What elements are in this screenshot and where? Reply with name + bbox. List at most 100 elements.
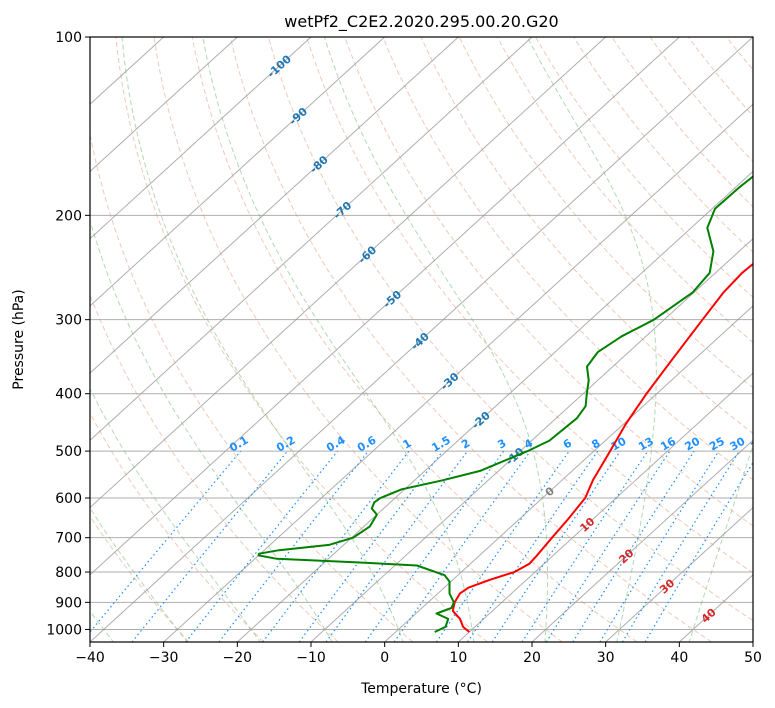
y-tick-label: 100 xyxy=(55,30,82,46)
mixing-ratio-line xyxy=(262,450,410,642)
dry-adiabat xyxy=(687,37,753,117)
mixing-ratio-line xyxy=(621,450,740,642)
x-tick-label: 0 xyxy=(380,650,389,666)
plot-area: 0.1 0.2 0.4 0.6 1 1.5 2 3 4 6 8 10 13 16 20 25 30 36-100-… xyxy=(90,37,775,642)
mixing-ratio-line xyxy=(545,450,671,642)
mixing-ratio-line xyxy=(491,450,621,642)
dry-adiabat xyxy=(90,515,190,642)
mixing-ratio-label: 36 xyxy=(748,434,768,453)
dry-adiabat xyxy=(90,131,414,642)
isotherm-line xyxy=(752,641,753,642)
mixing-ratio-line xyxy=(131,450,289,642)
y-tick-label: 800 xyxy=(55,565,82,581)
x-tick-label: 50 xyxy=(744,650,762,666)
moist-adiabat xyxy=(90,507,188,642)
isotherm-line xyxy=(236,170,753,642)
mixing-ratio-label: 6 xyxy=(561,436,574,451)
chart-title: wetPf2_C2E2.2020.295.00.20.G20 xyxy=(284,12,558,32)
dry-adiabat xyxy=(496,37,753,344)
dry-adiabat xyxy=(90,293,339,642)
x-tick-label: −30 xyxy=(149,650,179,666)
isotherm-line xyxy=(90,37,607,509)
isotherm-line xyxy=(163,103,753,642)
isotherm-line xyxy=(90,37,680,576)
moist-adiabat xyxy=(526,37,657,642)
x-tick-label: 20 xyxy=(523,650,541,666)
mixing-ratio-line xyxy=(185,450,339,642)
isobars xyxy=(90,37,753,630)
mixing-ratio-line xyxy=(90,450,242,633)
y-axis: 100 200 300 400 500 600 700 800 900 1000 xyxy=(46,30,90,638)
dry-adiabat xyxy=(344,37,753,527)
isotherm-line xyxy=(457,372,753,642)
isotherm-line xyxy=(90,37,753,642)
dry-adiabat xyxy=(611,37,753,208)
dry-adiabat xyxy=(191,37,638,642)
mixing-ratio-line xyxy=(466,450,599,642)
dry-adiabat xyxy=(90,412,264,642)
x-axis: −40 −30 −20 −10 0 10 20 30 40 50 xyxy=(75,642,762,666)
moist-adiabat xyxy=(90,387,261,642)
isotherm-line xyxy=(90,37,238,173)
isotherm-line xyxy=(90,37,459,374)
moist-adiabat xyxy=(323,37,549,642)
plot-frame xyxy=(89,36,754,643)
dewpoint-line xyxy=(257,175,753,633)
dry-adiabat xyxy=(115,37,488,642)
dry-adiabat xyxy=(268,37,753,622)
dry-adiabat xyxy=(765,37,775,642)
mixing-ratio-line xyxy=(644,461,753,642)
temperature-line xyxy=(451,262,753,633)
isotherm-line xyxy=(531,439,753,642)
dry-adiabat xyxy=(306,37,753,574)
x-tick-label: −40 xyxy=(75,650,105,666)
dry-adiabat xyxy=(153,37,563,642)
y-tick-label: 200 xyxy=(55,208,82,224)
dry-adiabat xyxy=(726,37,753,71)
y-tick-label: 900 xyxy=(55,595,82,611)
x-tick-label: −10 xyxy=(296,650,326,666)
y-tick-label: 400 xyxy=(55,387,82,403)
dry-adiabat xyxy=(420,37,753,435)
moist-adiabat xyxy=(202,37,475,642)
y-tick-label: 700 xyxy=(55,531,82,547)
mixing-ratio-line xyxy=(435,450,570,642)
y-axis-label: Pressure (hPa) xyxy=(11,289,27,389)
x-tick-label: 30 xyxy=(597,650,615,666)
dry-adiabat xyxy=(382,37,753,481)
isotherm-line xyxy=(90,37,312,240)
isotherm-line xyxy=(310,237,753,642)
isotherms xyxy=(90,37,753,642)
mixing-ratio-line xyxy=(572,450,695,642)
moist-adiabat xyxy=(121,37,404,642)
y-tick-label: 300 xyxy=(55,313,82,329)
moist-adiabat xyxy=(90,218,333,642)
mixing-ratio-line xyxy=(599,450,720,642)
x-axis-label: Temperature (°C) xyxy=(360,681,482,697)
y-tick-label: 1000 xyxy=(46,622,82,638)
mixing-ratio-label: 2 xyxy=(459,437,472,452)
x-tick-label: −20 xyxy=(223,650,253,666)
moist-adiabat xyxy=(688,444,753,642)
data-series xyxy=(257,175,753,633)
mixing-ratio-line xyxy=(521,450,649,642)
isotherm-line xyxy=(384,305,753,642)
x-tick-label: 10 xyxy=(449,650,467,666)
mixing-ratio-line xyxy=(393,450,531,642)
mixing-ratio-label: 8 xyxy=(589,437,602,452)
isotherm-line xyxy=(605,506,753,642)
mixing-ratio-line xyxy=(364,450,505,642)
y-tick-label: 500 xyxy=(55,444,82,460)
y-tick-label: 600 xyxy=(55,491,82,507)
isotherm-line xyxy=(90,37,386,307)
mixing-ratio-label: 3 xyxy=(495,437,508,452)
x-tick-label: 40 xyxy=(670,650,688,666)
moist-adiabats xyxy=(90,37,753,642)
mixing-ratio-line xyxy=(218,450,369,642)
dry-adiabat xyxy=(649,37,753,163)
isotherm-line xyxy=(90,37,533,442)
dry-adiabat xyxy=(573,37,753,253)
dry-adiabat xyxy=(229,37,712,642)
